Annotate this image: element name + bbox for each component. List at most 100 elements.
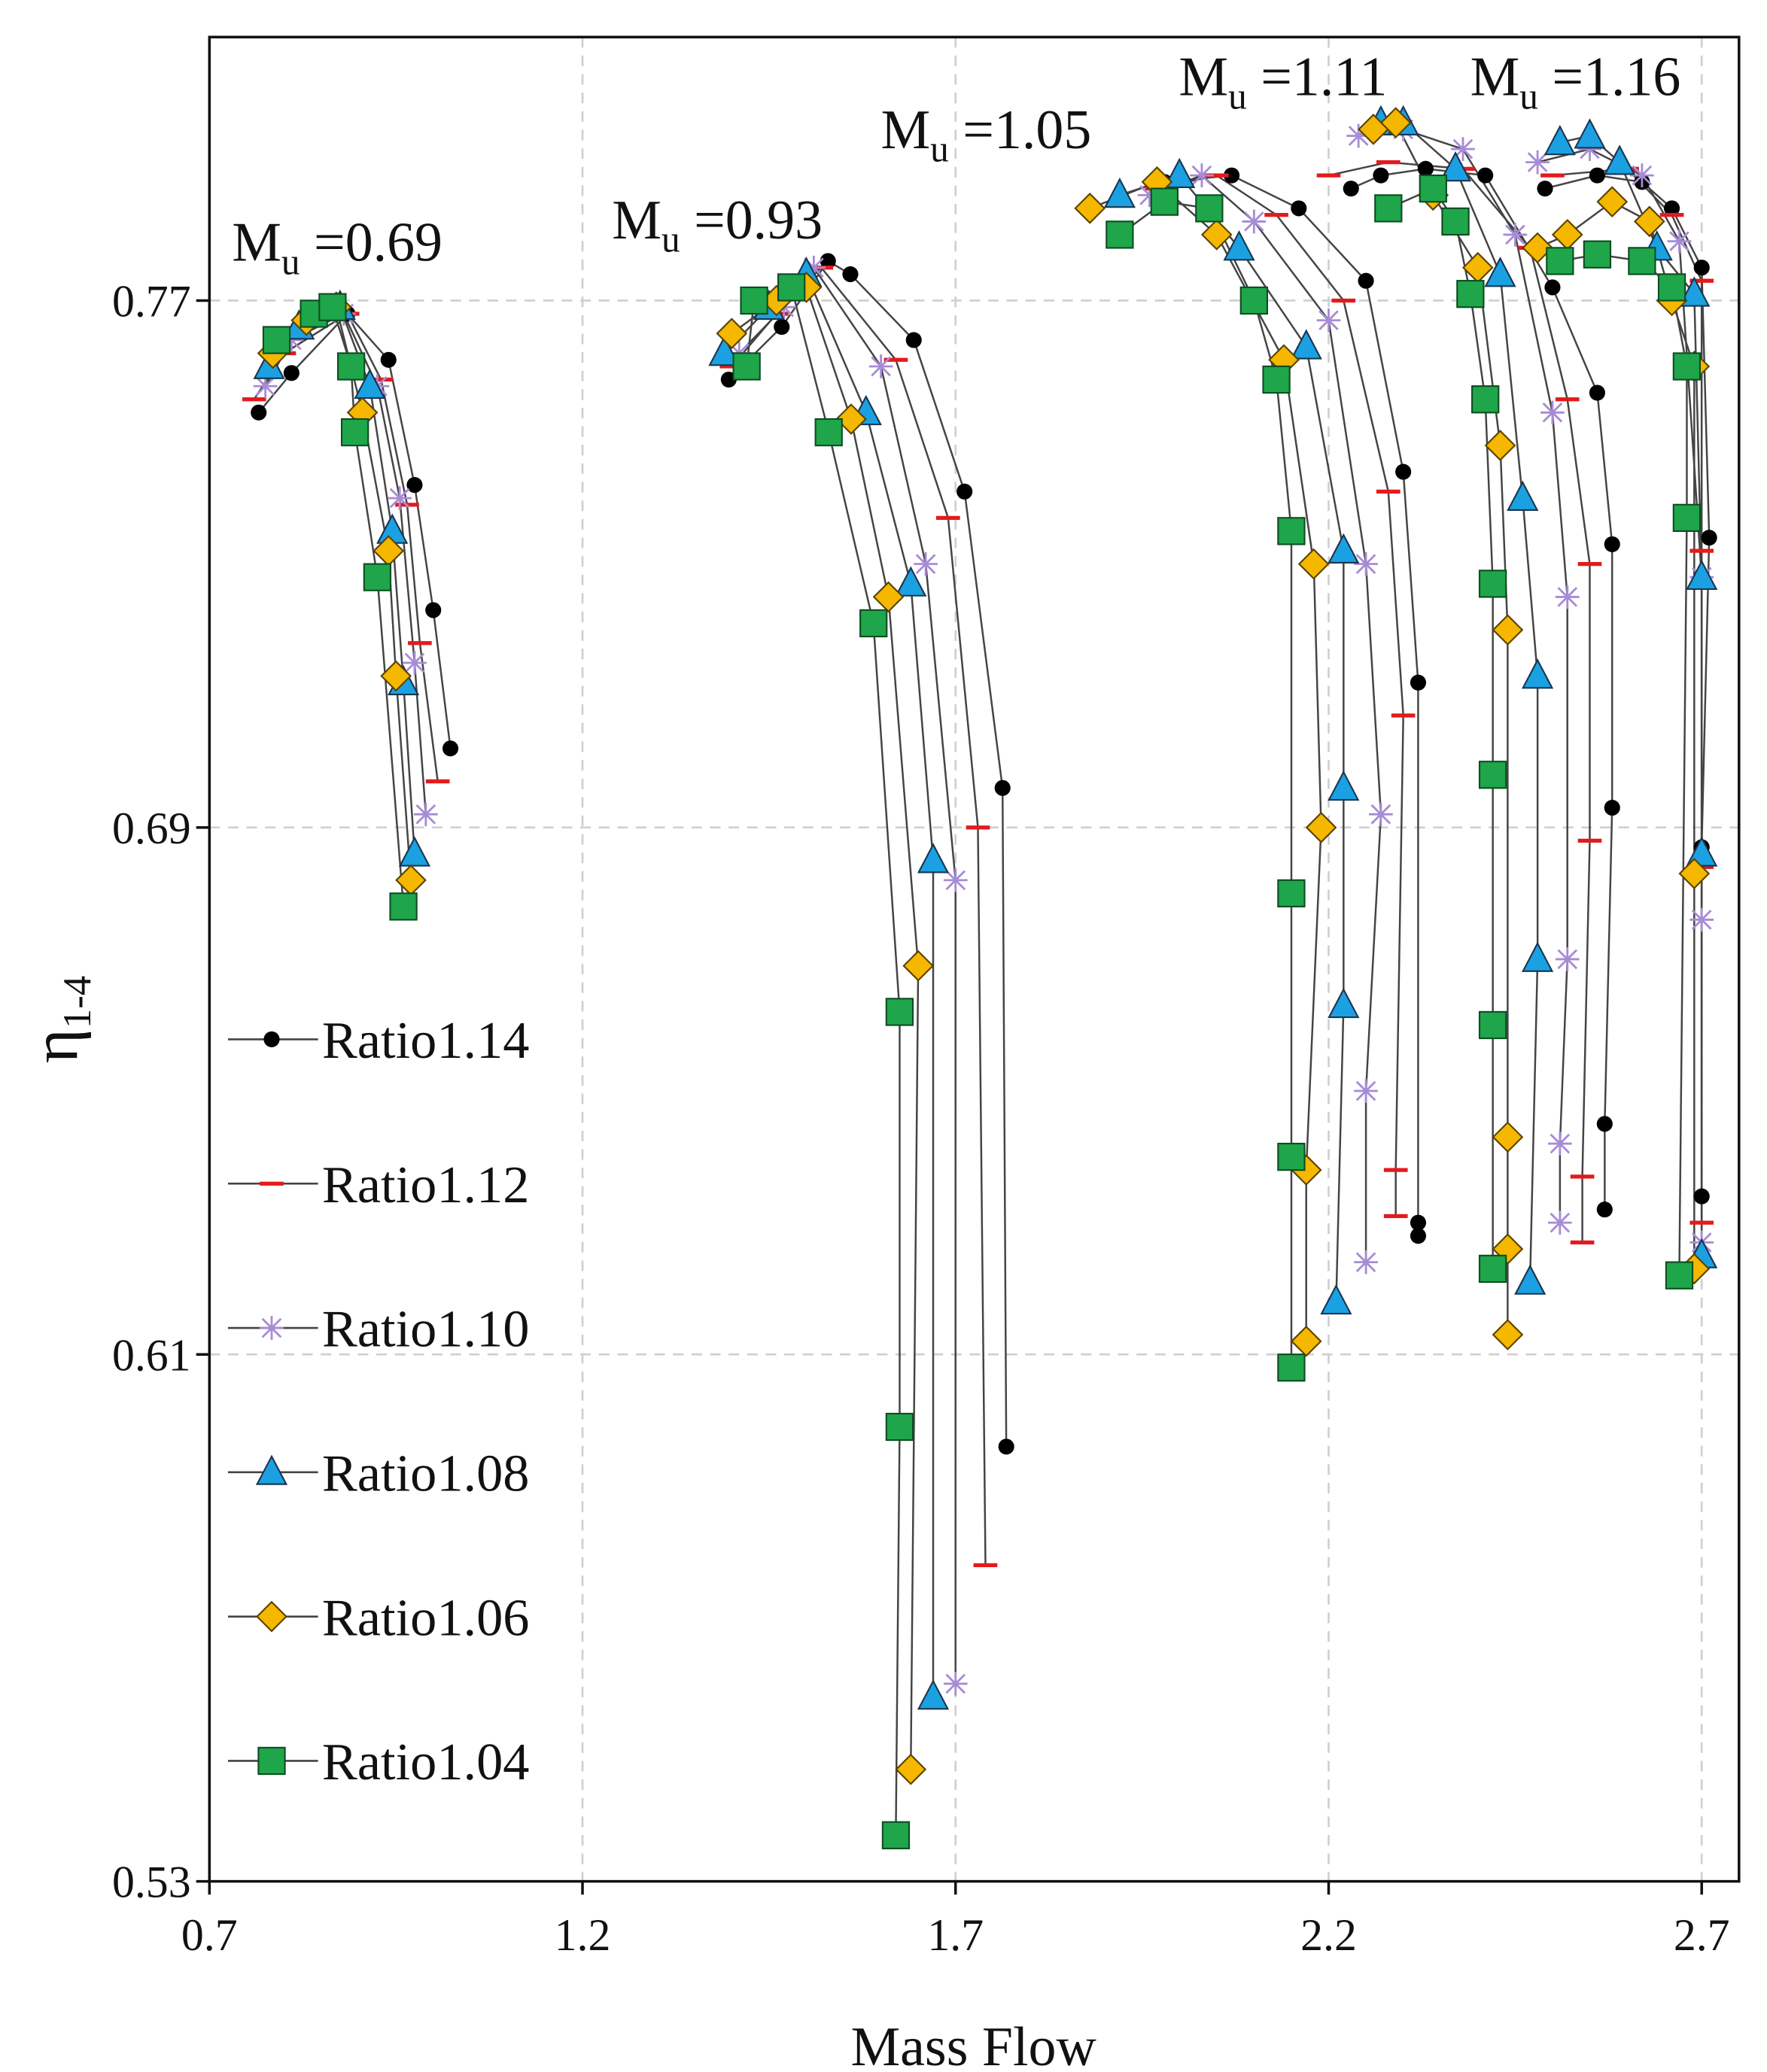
plot-frame — [208, 35, 1741, 1883]
marker-triangle — [1574, 118, 1606, 149]
marker-diamond — [1596, 186, 1629, 217]
marker-star — [1354, 551, 1378, 576]
annotation-base: M — [612, 189, 661, 251]
marker-square — [1150, 187, 1179, 216]
marker-circle — [1417, 160, 1434, 177]
marker-star — [868, 354, 893, 378]
marker-circle — [1596, 1116, 1613, 1132]
marker-star — [914, 551, 938, 576]
y-tick-label: 0.77 — [112, 277, 191, 327]
marker-star — [1316, 308, 1341, 333]
marker-circle — [1604, 536, 1620, 552]
marker-square — [1672, 352, 1702, 381]
marker-star — [1354, 1250, 1378, 1274]
marker-star — [1555, 947, 1580, 971]
marker-diamond — [1551, 219, 1583, 251]
marker-circle — [283, 365, 300, 381]
annotation-text: =0.93 — [680, 189, 823, 251]
marker-square — [1478, 761, 1507, 789]
y-tick-label: 0.53 — [112, 1858, 191, 1907]
marker-diamond — [902, 949, 935, 982]
marker-diamond — [1492, 1233, 1524, 1265]
marker-triangle — [1328, 770, 1360, 801]
marker-diamond — [716, 317, 748, 350]
x-axis-label: Mass Flow — [850, 2016, 1096, 2072]
marker-star — [943, 868, 968, 892]
legend-label: Ratio1.08 — [322, 1444, 530, 1502]
marker-square — [1277, 1353, 1306, 1382]
marker-star — [1689, 907, 1714, 932]
marker-square — [1628, 247, 1656, 275]
marker-star — [1577, 137, 1602, 161]
marker-triangle — [1522, 658, 1554, 689]
annotation-sub: u — [1228, 75, 1247, 117]
marker-square — [1277, 1142, 1306, 1171]
marker-star — [1354, 1079, 1378, 1103]
marker-circle — [425, 602, 442, 618]
marker-circle — [1589, 167, 1605, 184]
marker-star — [260, 1316, 284, 1340]
annotation-text: =1.16 — [1538, 46, 1680, 108]
marker-circle — [1410, 1228, 1427, 1244]
marker-diamond — [1297, 548, 1330, 580]
marker-circle — [1358, 272, 1374, 289]
marker-square — [740, 286, 768, 315]
marker-triangle — [1678, 276, 1711, 307]
x-tick-label: 2.2 — [1300, 1910, 1357, 1960]
marker-triangle — [1484, 257, 1516, 287]
marker-triangle — [1163, 157, 1196, 189]
marker-square — [1441, 207, 1470, 236]
marker-star — [1555, 585, 1580, 609]
y-axis-label: η1-4 — [19, 976, 99, 1063]
axes: 0.7 1.2 1.7 2.2 2.7 0.53 0.61 0.69 0.77 — [112, 277, 1730, 1961]
marker-triangle — [1103, 177, 1136, 208]
marker-circle — [1395, 463, 1412, 480]
annotation-base: M — [1179, 46, 1228, 108]
marker-triangle — [1507, 480, 1539, 511]
annotation-base: M — [1470, 46, 1520, 108]
legend-label: Ratio1.04 — [322, 1733, 530, 1791]
marker-square — [1195, 194, 1224, 223]
marker-star — [279, 328, 304, 352]
marker-star — [1346, 123, 1370, 148]
marker-diamond — [1379, 107, 1412, 138]
marker-diamond — [1074, 193, 1106, 224]
y-axis-label-base: η — [19, 1028, 92, 1063]
marker-circle — [1224, 167, 1240, 184]
marker-circle — [994, 779, 1011, 796]
marker-square — [1657, 273, 1686, 302]
marker-triangle — [255, 1454, 288, 1485]
marker-square — [1106, 220, 1134, 249]
marker-circle — [1596, 1202, 1613, 1218]
marker-diamond — [256, 1600, 287, 1633]
marker-diamond — [1522, 232, 1553, 264]
marker-square — [363, 563, 392, 591]
marker-diamond — [1492, 614, 1524, 646]
marker-star — [1548, 1211, 1572, 1235]
curves — [253, 121, 1711, 1836]
marker-star — [1369, 802, 1393, 827]
marker-square — [257, 1746, 286, 1776]
marker-circle — [1693, 260, 1710, 276]
marker-circle — [774, 318, 790, 336]
marker-circle — [956, 483, 973, 500]
annotation-sub: u — [1519, 75, 1538, 117]
x-tick-label: 2.7 — [1674, 1910, 1730, 1960]
marker-circle — [1410, 674, 1427, 691]
marker-triangle — [1439, 150, 1472, 182]
marker-diamond — [1678, 858, 1711, 889]
marker-circle — [1604, 800, 1620, 816]
marker-square — [340, 418, 370, 447]
marker-circle — [998, 1439, 1014, 1455]
annotation: Mu =1.05 — [880, 99, 1091, 170]
marker-diamond — [872, 581, 905, 613]
marker-triangle — [354, 368, 386, 400]
marker-square — [1546, 247, 1574, 275]
marker-diamond — [1290, 1325, 1322, 1357]
marker-star — [1190, 163, 1214, 187]
marker-diamond — [1492, 1319, 1524, 1350]
legend-label: Ratio1.14 — [322, 1011, 530, 1070]
marker-diamond — [1633, 205, 1665, 238]
